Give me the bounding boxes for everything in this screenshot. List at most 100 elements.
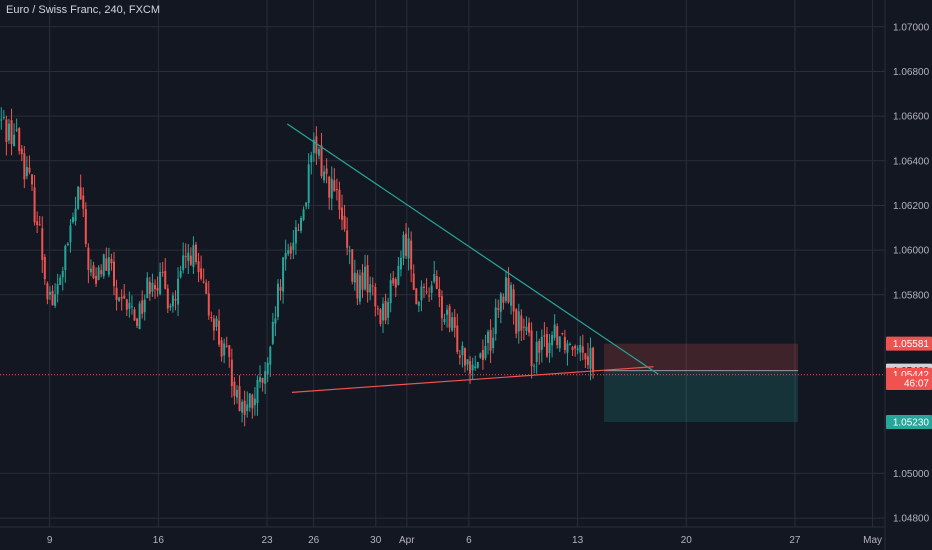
candle-down [289,246,292,254]
candle-up [430,285,433,293]
candle-down [530,330,533,366]
candle-down [243,400,246,415]
candle-up [246,404,249,412]
candle-down [5,119,8,143]
candle-down [320,145,323,177]
candle-up [451,317,454,331]
candle-up [474,366,477,369]
candle-down [422,286,425,288]
candle-up [446,309,449,315]
candle-down [315,136,318,154]
candle-down [166,288,169,309]
candle-down [538,341,541,353]
candle-up [402,234,405,259]
candle-up [269,346,272,365]
candle-down [435,276,438,289]
candle-down [212,318,215,331]
candle-up [89,268,92,273]
x-tick-label: 16 [153,535,165,546]
x-tick-label: 13 [572,535,584,546]
candle-up [353,272,356,283]
candle-down [366,265,369,293]
candle-up [494,307,497,334]
candle-up [248,393,251,408]
candle-up [266,362,269,375]
candle-up [56,284,59,295]
candle-down [440,296,443,319]
candle-down [374,287,377,307]
candle-up [307,164,310,204]
candle-up [476,362,479,368]
candle-down [586,356,589,366]
candle-up [399,257,402,270]
candle-down [125,299,128,310]
candle-up [169,305,172,308]
candle-up [535,341,538,363]
candle-up [484,345,487,359]
candle-down [425,291,428,293]
candle-down [207,293,210,316]
candle-up [323,171,326,181]
candle-down [571,347,574,350]
candle-down [563,336,566,351]
candle-down [194,244,197,262]
candle-up [461,345,464,356]
candle-down [481,349,484,361]
candle-down [376,308,379,310]
price-label: 1.05230 [893,418,930,429]
candle-down [23,153,26,180]
candle-down [41,228,44,260]
x-tick-label: 27 [789,535,801,546]
candle-up [576,348,579,351]
candle-down [545,333,548,357]
x-tick-label: 23 [261,535,273,546]
candle-up [13,134,16,146]
candle-up [74,208,77,221]
candle-up [510,285,513,306]
price-label: 1.05581 [893,339,930,350]
candle-down [161,271,164,273]
candle-down [225,345,228,347]
candle-up [492,337,495,348]
candle-down [333,180,336,192]
candle-down [297,229,300,231]
candle-up [533,365,536,367]
price-label: 1.05442 [893,370,930,381]
candle-down [115,287,118,300]
candle-down [218,320,221,345]
candle-down [38,224,41,226]
candle-down [522,326,525,328]
candle-up [54,294,57,306]
grid [0,0,885,527]
price-label-bg [886,375,932,390]
candle-down [36,221,39,226]
candle-down [384,301,387,321]
candle-up [253,398,256,406]
candle-up [569,344,572,346]
candle-down [84,209,87,245]
candle-up [171,295,174,307]
candle-up [417,302,420,306]
candle-up [274,318,277,324]
candle-up [479,353,482,358]
candle-down [351,249,354,282]
candle-down [574,345,577,349]
x-tick-label: May [863,535,882,546]
candle-up [292,242,295,250]
candle-down [10,120,13,145]
candle-down [197,261,200,273]
candle-up [312,139,315,154]
candle-down [153,284,156,290]
candle-down [392,278,395,284]
candle-up [466,359,469,365]
candle-up [69,225,72,243]
candle-up [548,342,551,354]
candles [0,107,595,427]
y-tick-label: 1.07000 [893,22,930,33]
candle-down [148,281,151,294]
candle-up [443,319,446,323]
candle-down [141,300,144,314]
candle-up [551,335,554,346]
candle-up [310,155,313,163]
